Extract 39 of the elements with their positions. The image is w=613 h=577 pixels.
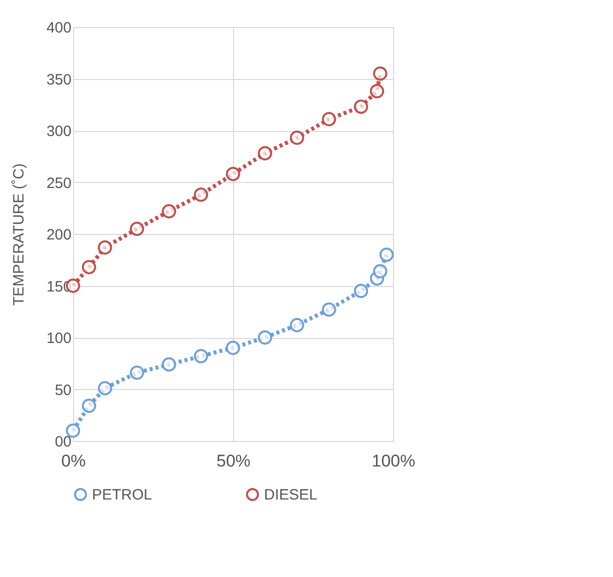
legend-label: PETROL	[92, 486, 152, 504]
point	[226, 166, 240, 182]
point	[226, 340, 240, 355]
point	[130, 222, 144, 236]
y-axis-title: TEMPERATURE (˚C)	[10, 163, 28, 306]
point	[370, 84, 384, 98]
point	[258, 146, 272, 160]
y-tick-label: 200	[46, 226, 72, 244]
point	[98, 240, 112, 255]
y-tick-label: 250	[46, 174, 72, 192]
y-tick-label: 400	[46, 20, 72, 36]
point	[354, 100, 368, 114]
x-tick-label: 100%	[372, 452, 416, 470]
point	[258, 330, 272, 345]
x-tick-label: 50%	[216, 452, 251, 470]
point	[162, 204, 176, 218]
point	[379, 248, 394, 262]
y-tick-label: 00	[54, 434, 72, 450]
point	[130, 366, 144, 380]
point	[373, 264, 388, 278]
legend-label: DIESEL	[264, 486, 318, 504]
point	[194, 188, 208, 202]
point	[162, 357, 176, 372]
point	[354, 284, 368, 298]
y-tick-label: 100	[46, 330, 72, 347]
point	[66, 424, 80, 438]
x-tick-label: 0%	[61, 452, 86, 470]
point	[98, 381, 112, 396]
point	[194, 349, 208, 364]
point	[322, 112, 336, 126]
point	[290, 130, 304, 145]
y-tick-label: 300	[46, 123, 72, 140]
y-tick-label: 50	[54, 382, 72, 399]
y-tick-label: 350	[46, 71, 72, 88]
point	[82, 398, 96, 413]
point	[82, 260, 96, 274]
point	[322, 302, 336, 317]
point	[290, 318, 304, 332]
point	[373, 66, 388, 81]
